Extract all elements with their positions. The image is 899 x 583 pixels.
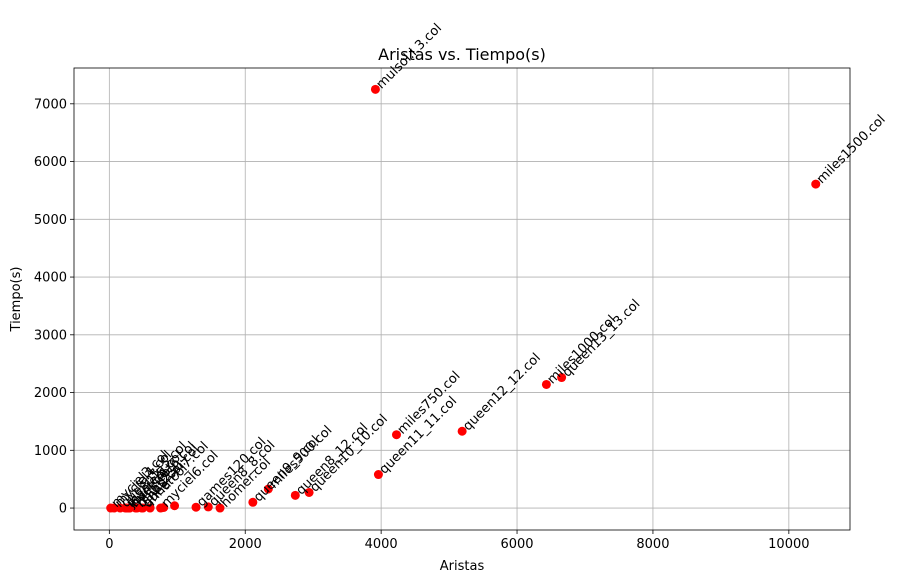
data-point — [248, 497, 258, 507]
data-point — [170, 501, 180, 511]
y-tick-label: 4000 — [34, 271, 67, 286]
y-tick-label: 6000 — [34, 155, 67, 170]
chart-title: Aristas vs. Tiempo(s) — [378, 45, 546, 64]
x-tick-label: 2000 — [229, 537, 262, 552]
data-points — [106, 84, 821, 513]
data-point — [290, 490, 300, 500]
data-point — [215, 503, 225, 513]
y-tick-label: 1000 — [34, 444, 67, 459]
x-tick-label: 8000 — [636, 537, 669, 552]
data-point — [115, 503, 125, 513]
data-point — [304, 487, 314, 497]
y-tick-label: 5000 — [34, 213, 67, 228]
plot-frame — [73, 67, 851, 531]
y-tick-label: 3000 — [34, 328, 67, 343]
y-tick-label: 2000 — [34, 386, 67, 401]
data-point — [557, 373, 567, 383]
data-point — [124, 503, 134, 513]
y-axis-title: Tiempo(s) — [9, 267, 24, 333]
x-tick-label: 6000 — [500, 537, 533, 552]
data-point — [541, 379, 551, 389]
x-axis-title: Aristas — [440, 559, 485, 574]
axis-ticks: 0 2000 4000 6000 8000 10000 0 1000 2000 3000 4000 5… — [34, 97, 810, 552]
data-point — [370, 84, 380, 94]
y-tick-label: 7000 — [34, 97, 67, 112]
x-tick-label: 10000 — [768, 537, 809, 552]
data-point — [203, 502, 213, 512]
data-point — [391, 430, 401, 440]
data-point — [159, 502, 169, 512]
data-point — [263, 484, 273, 494]
grid — [74, 68, 850, 530]
data-point — [191, 502, 201, 512]
data-point — [145, 503, 155, 513]
data-point — [373, 470, 383, 480]
x-tick-label: 0 — [105, 537, 113, 552]
data-point — [457, 426, 467, 436]
x-tick-label: 4000 — [365, 537, 398, 552]
y-tick-label: 0 — [59, 502, 67, 517]
data-point — [811, 179, 821, 189]
data-point — [131, 503, 141, 513]
